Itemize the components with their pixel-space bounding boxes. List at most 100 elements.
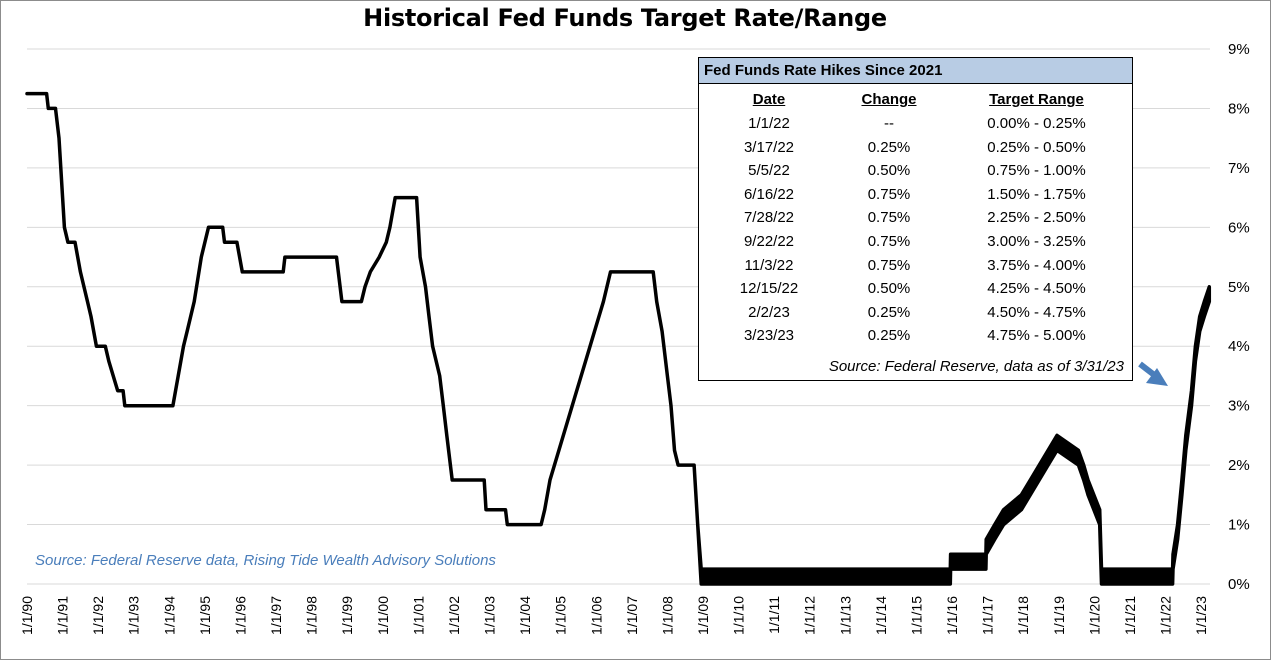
x-tick-label: 1/1/09 bbox=[695, 596, 711, 635]
rate-hikes-table: Fed Funds Rate Hikes Since 2021 Date Cha… bbox=[698, 57, 1133, 381]
cell-target-range: 1.50% - 1.75% bbox=[987, 185, 1086, 203]
cell-date: 3/17/22 bbox=[743, 138, 795, 156]
x-tick-label: 1/1/00 bbox=[375, 596, 391, 635]
y-tick-label: 9% bbox=[1228, 41, 1250, 58]
x-tick-label: 1/1/98 bbox=[304, 596, 320, 635]
cell-change: 0.75% bbox=[867, 233, 911, 250]
cell-change: 0.75% bbox=[867, 256, 911, 274]
table-row: 12/15/22 0.50% 4.25% - 4.50% bbox=[699, 280, 1132, 304]
cell-change: 0.50% bbox=[867, 162, 911, 180]
cell-change: -- bbox=[884, 115, 894, 132]
cell-target-range: 4.75% - 5.00% bbox=[987, 327, 1086, 345]
cell-change: 0.25% bbox=[867, 138, 911, 156]
table-row: 3/23/23 0.25% 4.75% - 5.00% bbox=[699, 327, 1132, 351]
table-source: Source: Federal Reserve, data as of 3/31… bbox=[828, 358, 1124, 375]
table-row: 3/17/22 0.25% 0.25% - 0.50% bbox=[699, 139, 1132, 163]
table-row: 1/1/22 -- 0.00% - 0.25% bbox=[699, 115, 1132, 139]
x-tick-label: 1/1/95 bbox=[197, 596, 213, 635]
x-tick-label: 1/1/17 bbox=[980, 596, 996, 635]
series-layer bbox=[25, 91, 1212, 586]
x-tick-label: 1/1/14 bbox=[873, 596, 889, 635]
cell-date: 5/5/22 bbox=[748, 162, 790, 180]
pointer-arrow bbox=[1138, 361, 1168, 386]
cell-change: 0.50% bbox=[867, 280, 911, 298]
x-tick-label: 1/1/07 bbox=[624, 596, 640, 635]
cell-change: 0.75% bbox=[867, 209, 911, 227]
x-tick-label: 1/1/04 bbox=[517, 596, 533, 635]
y-axis-ticks: 0% 1% 2% 3% 4% 5% 6% 7% 8% 9% bbox=[1228, 41, 1250, 593]
cell-date: 11/3/22 bbox=[744, 256, 794, 274]
cell-target-range: 4.25% - 4.50% bbox=[987, 280, 1086, 298]
x-tick-label: 1/1/08 bbox=[659, 596, 675, 635]
x-tick-label: 1/1/94 bbox=[161, 596, 177, 635]
y-tick-label: 0% bbox=[1228, 576, 1250, 593]
x-tick-label: 1/1/13 bbox=[837, 596, 853, 635]
cell-date: 3/23/23 bbox=[743, 327, 795, 345]
cell-date: 7/28/22 bbox=[743, 209, 795, 227]
y-tick-label: 6% bbox=[1228, 219, 1250, 236]
table-row: 11/3/22 0.75% 3.75% - 4.00% bbox=[699, 257, 1132, 281]
x-tick-label: 1/1/20 bbox=[1086, 596, 1102, 635]
y-tick-label: 1% bbox=[1228, 517, 1250, 534]
cell-change: 0.75% bbox=[867, 185, 911, 203]
x-tick-label: 1/1/99 bbox=[339, 596, 355, 635]
y-tick-label: 7% bbox=[1228, 160, 1250, 177]
x-tick-label: 1/1/02 bbox=[446, 596, 462, 635]
cell-target-range: 2.25% - 2.50% bbox=[987, 209, 1086, 227]
table-header-row: Date Change Target Range bbox=[699, 91, 1132, 115]
cell-target-range: 0.75% - 1.00% bbox=[987, 162, 1086, 180]
arrow-shaft bbox=[1138, 361, 1155, 377]
cell-date: 1/1/22 bbox=[748, 115, 790, 132]
table-row: 9/22/22 0.75% 3.00% - 3.25% bbox=[699, 233, 1132, 257]
x-tick-label: 1/1/21 bbox=[1122, 596, 1138, 635]
x-tick-label: 1/1/16 bbox=[944, 596, 960, 635]
cell-date: 9/22/22 bbox=[743, 233, 795, 250]
y-tick-label: 3% bbox=[1228, 398, 1250, 415]
cell-date: 12/15/22 bbox=[739, 280, 799, 298]
arrow-head bbox=[1146, 368, 1168, 386]
cell-target-range: 0.25% - 0.50% bbox=[987, 138, 1086, 156]
table-row: 2/2/23 0.25% 4.50% - 4.75% bbox=[699, 304, 1132, 328]
x-tick-label: 1/1/06 bbox=[588, 596, 604, 635]
table-row: 6/16/22 0.75% 1.50% - 1.75% bbox=[699, 186, 1132, 210]
x-tick-label: 1/1/23 bbox=[1193, 596, 1209, 635]
table-title: Fed Funds Rate Hikes Since 2021 bbox=[699, 58, 1132, 84]
x-tick-label: 1/1/97 bbox=[268, 596, 284, 635]
cell-target-range: 3.75% - 4.00% bbox=[987, 256, 1086, 274]
cell-date: 6/16/22 bbox=[743, 185, 795, 203]
x-tick-label: 1/1/93 bbox=[126, 596, 142, 635]
y-tick-label: 8% bbox=[1228, 100, 1250, 117]
cell-target-range: 0.00% - 0.25% bbox=[987, 115, 1086, 132]
x-tick-label: 1/1/18 bbox=[1015, 596, 1031, 635]
header-target-range: Target Range bbox=[989, 91, 1084, 108]
x-tick-label: 1/1/22 bbox=[1158, 596, 1174, 635]
x-tick-label: 1/1/05 bbox=[553, 596, 569, 635]
x-tick-label: 1/1/19 bbox=[1051, 596, 1067, 635]
y-tick-label: 4% bbox=[1228, 338, 1250, 355]
source-note: Source: Federal Reserve data, Rising Tid… bbox=[35, 552, 496, 569]
header-change: Change bbox=[861, 91, 917, 108]
cell-date: 2/2/23 bbox=[748, 303, 790, 321]
x-tick-label: 1/1/91 bbox=[55, 596, 71, 635]
x-tick-label: 1/1/03 bbox=[482, 596, 498, 635]
header-date: Date bbox=[752, 91, 786, 108]
x-axis-ticks: 1/1/90 1/1/91 1/1/92 1/1/93 1/1/94 1/1/95 1/1/… bbox=[19, 596, 1209, 635]
cell-target-range: 3.00% - 3.25% bbox=[987, 233, 1086, 250]
cell-target-range: 4.50% - 4.75% bbox=[987, 303, 1086, 321]
cell-change: 0.25% bbox=[867, 327, 911, 345]
table-row: 5/5/22 0.50% 0.75% - 1.00% bbox=[699, 162, 1132, 186]
x-tick-label: 1/1/92 bbox=[90, 596, 106, 635]
x-tick-label: 1/1/12 bbox=[802, 596, 818, 635]
y-tick-label: 2% bbox=[1228, 457, 1250, 474]
y-tick-label: 5% bbox=[1228, 279, 1250, 296]
x-tick-label: 1/1/11 bbox=[766, 596, 782, 634]
x-tick-label: 1/1/96 bbox=[232, 596, 248, 635]
table-row: 7/28/22 0.75% 2.25% - 2.50% bbox=[699, 209, 1132, 233]
chart-title: Historical Fed Funds Target Rate/Range bbox=[363, 4, 887, 32]
cell-change: 0.25% bbox=[867, 303, 911, 321]
x-tick-label: 1/1/90 bbox=[19, 596, 35, 635]
x-tick-label: 1/1/10 bbox=[731, 596, 747, 635]
x-tick-label: 1/1/15 bbox=[908, 596, 924, 635]
x-tick-label: 1/1/01 bbox=[410, 596, 426, 635]
